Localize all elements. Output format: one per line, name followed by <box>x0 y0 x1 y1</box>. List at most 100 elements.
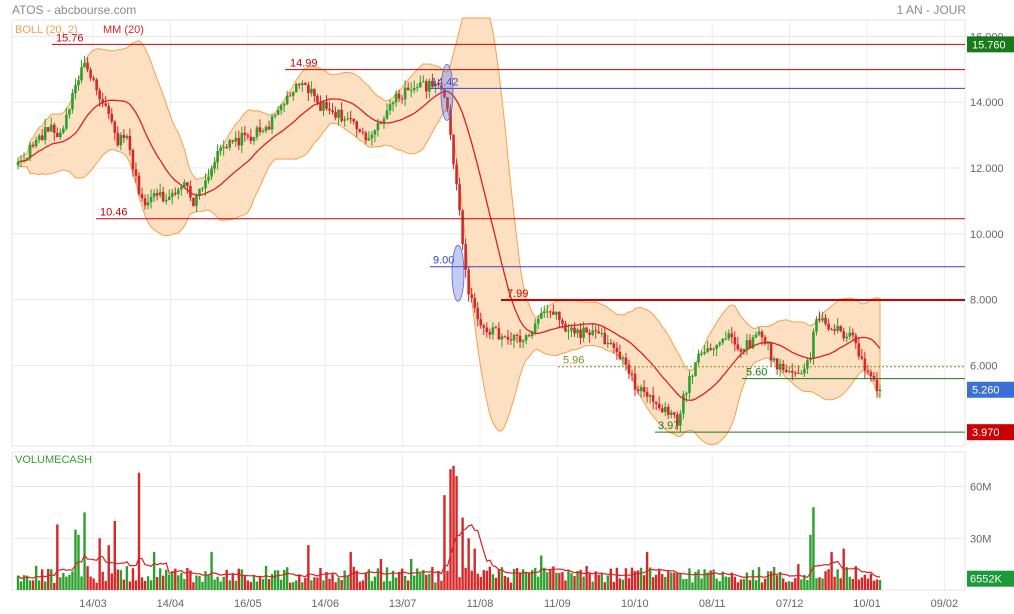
volume-bar <box>633 571 637 590</box>
candle-body <box>301 83 304 86</box>
volume-bar <box>609 568 613 590</box>
candle-body <box>612 343 616 348</box>
candle-body <box>763 337 767 344</box>
candle-body <box>670 412 673 415</box>
candle-body <box>600 332 604 334</box>
candle-body <box>691 375 694 377</box>
volume-bar <box>727 577 730 590</box>
volume-bar <box>198 575 201 590</box>
volume-bar <box>648 567 652 590</box>
volume-bar <box>110 573 113 590</box>
volume-bar <box>276 570 280 590</box>
candle-body <box>579 329 582 338</box>
volume-bar <box>168 574 171 590</box>
price-tick-label: 8.000 <box>970 295 998 307</box>
volume-bar <box>264 565 268 590</box>
volume-bar <box>25 575 29 590</box>
volume-bar <box>249 582 253 590</box>
volume-bar <box>664 576 667 590</box>
volume-bar <box>830 552 833 590</box>
volume-bar <box>612 581 616 590</box>
candle-body <box>797 372 800 374</box>
volume-bar <box>331 574 334 590</box>
date-tick-label: 09/02 <box>931 598 959 610</box>
date-tick-label: 10/10 <box>621 598 649 610</box>
volume-bar <box>464 567 467 590</box>
volume-bar <box>431 567 434 590</box>
volume-bar <box>234 580 237 590</box>
volume-bar <box>467 538 470 590</box>
candle-body <box>391 102 395 105</box>
candle-body <box>860 356 864 359</box>
candle-body <box>361 131 365 133</box>
candle-body <box>794 372 797 374</box>
candle-body <box>676 414 679 426</box>
volume-bar <box>518 572 522 590</box>
candle-body <box>497 328 501 340</box>
volume-bar <box>298 574 301 590</box>
candle-body <box>663 406 667 413</box>
volume-bar <box>149 580 153 590</box>
candle-body <box>140 194 144 199</box>
candle-body <box>597 331 601 334</box>
candle-body <box>657 403 661 409</box>
candle-body <box>787 370 791 372</box>
candle-body <box>570 327 573 331</box>
volume-bar <box>143 580 147 590</box>
candle-body <box>434 83 437 87</box>
volume-bar <box>754 580 758 590</box>
candle-body <box>709 348 712 350</box>
volume-bar <box>349 552 352 590</box>
candle-body <box>86 62 89 70</box>
candle-body <box>270 116 274 130</box>
candle-body <box>606 342 610 345</box>
volume-bar <box>836 569 839 590</box>
candle-body <box>863 358 867 371</box>
candle-body <box>751 337 755 349</box>
price-tick-label: 6.000 <box>970 360 998 372</box>
candle-body <box>718 342 721 345</box>
candle-body <box>703 351 706 354</box>
volume-bar <box>603 582 606 590</box>
candle-body <box>325 102 328 109</box>
candle-body <box>83 62 86 68</box>
volume-bar <box>246 580 250 590</box>
candle-body <box>131 149 135 170</box>
volume-bar <box>524 572 528 590</box>
candle-body <box>524 335 528 341</box>
candle-body <box>745 340 749 350</box>
volume-bar <box>409 558 413 590</box>
volume-bar <box>730 572 733 590</box>
volume-bar <box>370 581 374 590</box>
candle-body <box>264 126 268 131</box>
candle-body <box>170 192 174 197</box>
volume-bar <box>476 573 479 590</box>
volume-bar <box>340 580 343 590</box>
volume-bar <box>388 581 392 590</box>
candle-body <box>712 348 715 350</box>
volume-bar <box>806 580 809 590</box>
candle-body <box>204 180 207 189</box>
candle-body <box>352 118 356 122</box>
candle-body <box>564 323 567 332</box>
volume-bar <box>527 573 531 590</box>
candle-body <box>878 389 882 392</box>
volume-bar <box>440 580 443 590</box>
volume-bar <box>334 582 337 590</box>
volume-bar <box>177 575 180 590</box>
volume-bar <box>416 568 419 590</box>
volume-bar <box>425 574 428 590</box>
candle-body <box>778 363 782 370</box>
candle-body <box>122 134 126 139</box>
candle-body <box>521 340 525 343</box>
candle-body <box>279 105 283 111</box>
candle-body <box>370 134 374 139</box>
volume-bar <box>437 570 440 590</box>
volume-bar <box>219 581 222 590</box>
volume-bar <box>812 507 815 590</box>
volume-bar <box>667 571 670 590</box>
volume-bar <box>292 582 295 590</box>
gap-highlight <box>440 63 454 121</box>
volume-bar <box>192 582 195 590</box>
candle-body <box>682 394 685 414</box>
